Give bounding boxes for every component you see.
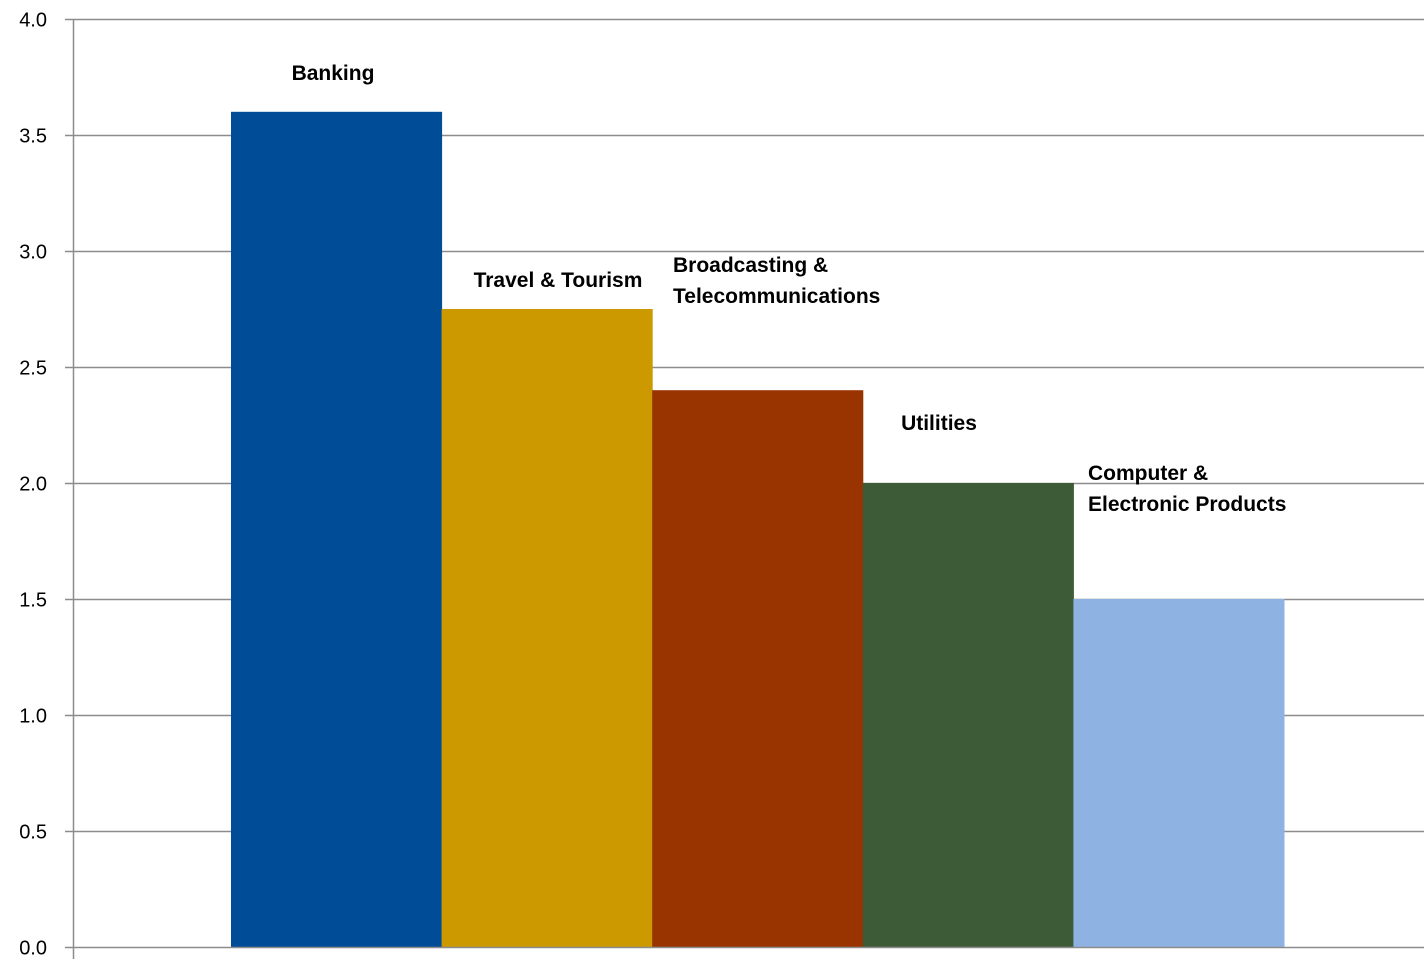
bar-label-line: Travel & Tourism <box>474 269 643 292</box>
bar-label-line: Telecommunications <box>673 285 880 308</box>
bar <box>862 483 1074 947</box>
bar-label: Computer & Electronic Products <box>1088 462 1286 516</box>
bar-label: Utilities <box>901 412 977 435</box>
y-tick-label: 2.5 <box>19 358 47 380</box>
bar-label: Broadcasting & Telecommunications <box>673 254 880 308</box>
bar-label-line: Broadcasting & <box>673 254 828 277</box>
y-tick-label: 2.0 <box>19 474 47 496</box>
y-tick-label: 3.0 <box>19 242 47 264</box>
bar-labels: Banking Travel & Tourism Broadcasting & Tel… <box>292 62 1287 516</box>
bar <box>652 390 864 947</box>
y-axis: 0.0 0.5 1.0 1.5 2.0 2.5 3.0 3.5 4.0 <box>19 10 1424 959</box>
bar <box>1073 599 1285 947</box>
bar-label-line: Computer & <box>1088 462 1208 485</box>
y-tick-label: 1.0 <box>19 706 47 728</box>
bar-label: Banking <box>292 62 375 85</box>
bar-label-line: Banking <box>292 62 375 85</box>
y-tick-label: 1.5 <box>19 590 47 612</box>
y-tick-label: 3.5 <box>19 126 47 148</box>
y-tick-label: 0.5 <box>19 822 47 844</box>
bar-label-line: Utilities <box>901 412 977 435</box>
y-tick-label: 4.0 <box>19 10 47 32</box>
bar <box>231 111 443 948</box>
y-tick-label: 0.0 <box>19 938 47 959</box>
bar-label-line: Electronic Products <box>1088 493 1286 516</box>
bars <box>231 111 1285 948</box>
bar <box>441 309 653 947</box>
bar-label: Travel & Tourism <box>474 269 643 292</box>
